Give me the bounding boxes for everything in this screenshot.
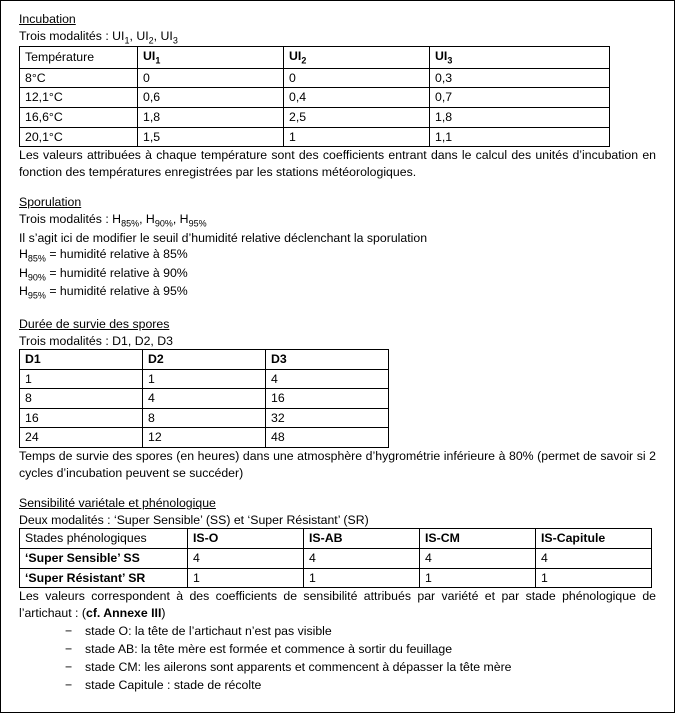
table-cell: 1,8 [138,107,284,127]
table-cell: 1,5 [138,127,284,147]
incubation-col-ui3: UI3 [430,47,610,69]
table-cell: 0,7 [430,88,610,108]
spores-footer: Temps de survie des spores (en heures) d… [19,448,656,481]
sensibilite-subtitle: Deux modalités : ‘Super Sensible’ (SS) e… [19,512,656,529]
table-cell: 24 [20,428,143,448]
table-row: ‘Super Sensible’ SS 4 4 4 4 [20,549,652,569]
table-cell: 48 [266,428,389,448]
stade-list: stade O: la tête de l’artichaut n’est pa… [19,623,656,694]
table-row: 20,1°C 1,5 1 1,1 [20,127,610,147]
table-row: ‘Super Résistant’ SR 1 1 1 1 [20,568,652,588]
table-row: 16 8 32 [20,408,389,428]
sensibilite-col-2: IS-AB [304,529,420,549]
incubation-modalities-prefix: Trois modalités : [19,29,112,43]
sporulation-modality-3: H95% [180,212,207,226]
incubation-table: Température UI1 UI2 UI3 8°C 0 0 0,3 12,1… [19,46,610,147]
sensibilite-footer-bold: cf. Annexe III [86,606,161,620]
sensibilite-row-header: Stades phénologiques [20,529,188,549]
sensibilite-col-3: IS-CM [420,529,536,549]
stade-bullet-ab: stade AB: la tête mère est formée et com… [65,641,656,659]
table-cell: 1 [536,568,652,588]
sensibilite-footer: Les valeurs correspondent à des coeffici… [19,588,656,621]
table-cell: 16,6°C [20,107,138,127]
document-page: Incubation Trois modalités : UI1, UI2, U… [0,0,675,713]
table-cell: 4 [420,549,536,569]
table-cell: 8 [20,389,143,409]
table-cell: 1,1 [430,127,610,147]
table-row: 12,1°C 0,6 0,4 0,7 [20,88,610,108]
table-row: D1 D2 D3 [20,350,389,370]
table-cell: 2,5 [284,107,430,127]
table-cell: 4 [266,369,389,389]
section-title-incubation: Incubation [19,11,656,28]
table-cell: 1,8 [430,107,610,127]
table-row: Stades phénologiques IS-O IS-AB IS-CM IS… [20,529,652,549]
sporulation-modality-1: H85% [112,212,139,226]
spores-col-d1: D1 [20,350,143,370]
sporulation-modalities: Trois modalités : H85%, H90%, H95% [19,211,656,230]
table-cell: 12,1°C [20,88,138,108]
table-cell: 20,1°C [20,127,138,147]
section-title-sporulation: Sporulation [19,194,656,211]
table-row: 8 4 16 [20,389,389,409]
stade-bullet-capitule: stade Capitule : stade de récolte [65,677,656,695]
sporulation-modality-2: H90% [146,212,173,226]
incubation-modality-2: UI2 [136,29,153,43]
table-cell: 4 [188,549,304,569]
table-cell: 8 [143,408,266,428]
sensibilite-col-4: IS-Capitule [536,529,652,549]
table-cell: 32 [266,408,389,428]
table-cell: 1 [420,568,536,588]
sensibilite-table: Stades phénologiques IS-O IS-AB IS-CM IS… [19,528,652,588]
incubation-modalities: Trois modalités : UI1, UI2, UI3 [19,28,656,47]
spores-subtitle: Trois modalités : D1, D2, D3 [19,333,656,350]
incubation-modality-1: UI1 [112,29,129,43]
sporulation-modalities-prefix: Trois modalités : [19,212,112,226]
table-cell: 12 [143,428,266,448]
sensibilite-col-1: IS-O [188,529,304,549]
stade-bullet-o: stade O: la tête de l’artichaut n’est pa… [65,623,656,641]
table-cell: 4 [304,549,420,569]
table-row: Température UI1 UI2 UI3 [20,47,610,69]
sporulation-def-2: H90% = humidité relative à 90% [19,265,656,284]
section-title-sensibilite: Sensibilité variétale et phénologique [19,495,656,512]
table-cell: 0,4 [284,88,430,108]
sensibilite-footer-suffix: ) [161,606,165,620]
incubation-col-ui1: UI1 [138,47,284,69]
table-cell: 1 [20,369,143,389]
table-cell: 16 [266,389,389,409]
sporulation-line1: Il s’agit ici de modifier le seuil d’hum… [19,230,656,247]
incubation-modality-3: UI3 [161,29,178,43]
incubation-footer: Les valeurs attribuées à chaque températ… [19,147,656,180]
table-cell: 0 [284,68,430,88]
table-cell: 4 [536,549,652,569]
table-cell: 4 [143,389,266,409]
section-title-spores: Durée de survie des spores [19,316,656,333]
incubation-col-header: Température [20,47,138,69]
sensibilite-row-ss: ‘Super Sensible’ SS [20,549,188,569]
table-cell: 8°C [20,68,138,88]
table-row: 24 12 48 [20,428,389,448]
sporulation-def-3: H95% = humidité relative à 95% [19,283,656,302]
table-row: 1 1 4 [20,369,389,389]
spores-col-d3: D3 [266,350,389,370]
table-cell: 0 [138,68,284,88]
spores-col-d2: D2 [143,350,266,370]
sporulation-def-1: H85% = humidité relative à 85% [19,246,656,265]
spores-table: D1 D2 D3 1 1 4 8 4 16 16 8 32 24 12 48 [19,349,389,448]
table-cell: 1 [304,568,420,588]
table-cell: 0,6 [138,88,284,108]
table-cell: 1 [188,568,304,588]
table-cell: 0,3 [430,68,610,88]
stade-bullet-cm: stade CM: les ailerons sont apparents et… [65,659,656,677]
table-cell: 1 [284,127,430,147]
table-cell: 16 [20,408,143,428]
table-row: 8°C 0 0 0,3 [20,68,610,88]
incubation-col-ui2: UI2 [284,47,430,69]
sensibilite-row-sr: ‘Super Résistant’ SR [20,568,188,588]
table-row: 16,6°C 1,8 2,5 1,8 [20,107,610,127]
table-cell: 1 [143,369,266,389]
